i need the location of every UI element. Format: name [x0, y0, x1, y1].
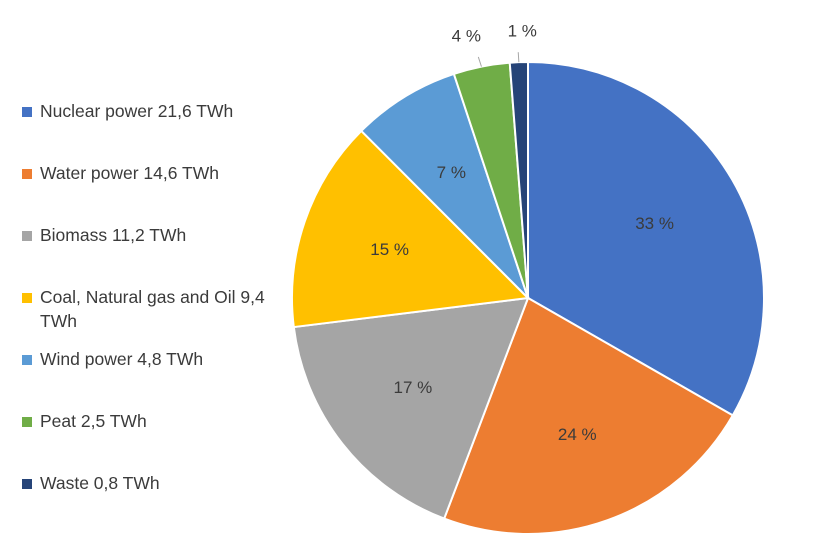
- legend-label: Water power 14,6 TWh: [40, 163, 219, 183]
- legend-label: Wind power 4,8 TWh: [40, 349, 204, 369]
- slice-label-1: 24 %: [558, 425, 597, 444]
- leader-line-6: [517, 52, 520, 63]
- slice-label-6: 1 %: [508, 22, 537, 41]
- pie-slice-2: [292, 296, 530, 520]
- slice-label-5: 4 %: [452, 26, 481, 45]
- pie-slice-1: [442, 296, 735, 535]
- leader-line-5: [477, 56, 482, 67]
- legend-swatch: [22, 293, 32, 303]
- slice-label-3: 15 %: [370, 240, 409, 259]
- legend-swatch: [22, 107, 32, 117]
- legend-item: Coal, Natural gas and Oil 9,4 TWh: [22, 282, 272, 344]
- pie-slice-3: [291, 129, 531, 329]
- legend-item: Peat 2,5 TWh: [22, 406, 272, 468]
- legend-item: Nuclear power 21,6 TWh: [22, 96, 272, 158]
- legend-item: Wind power 4,8 TWh: [22, 344, 272, 406]
- legend-swatch: [22, 169, 32, 179]
- legend-item: Biomass 11,2 TWh: [22, 220, 272, 282]
- slice-label-0: 33 %: [635, 214, 674, 233]
- legend-item: Waste 0,8 TWh: [22, 468, 272, 530]
- legend-label: Peat 2,5 TWh: [40, 411, 147, 431]
- legend-swatch: [22, 355, 32, 365]
- legend-item: Water power 14,6 TWh: [22, 158, 272, 220]
- pie-slice-6: [508, 60, 529, 299]
- legend-label: Biomass 11,2 TWh: [40, 225, 187, 245]
- legend-swatch: [22, 231, 32, 241]
- legend-label: Nuclear power 21,6 TWh: [40, 101, 234, 121]
- legend-swatch: [22, 479, 32, 489]
- legend-label: Waste 0,8 TWh: [40, 473, 160, 493]
- pie-slice-4: [359, 72, 529, 299]
- pie-slice-0: [527, 60, 765, 417]
- slice-label-4: 7 %: [437, 163, 466, 182]
- legend-swatch: [22, 417, 32, 427]
- legend: Nuclear power 21,6 TWh Water power 14,6 T…: [22, 96, 272, 530]
- slice-label-2: 17 %: [394, 378, 433, 397]
- legend-label: Coal, Natural gas and Oil 9,4 TWh: [40, 287, 265, 331]
